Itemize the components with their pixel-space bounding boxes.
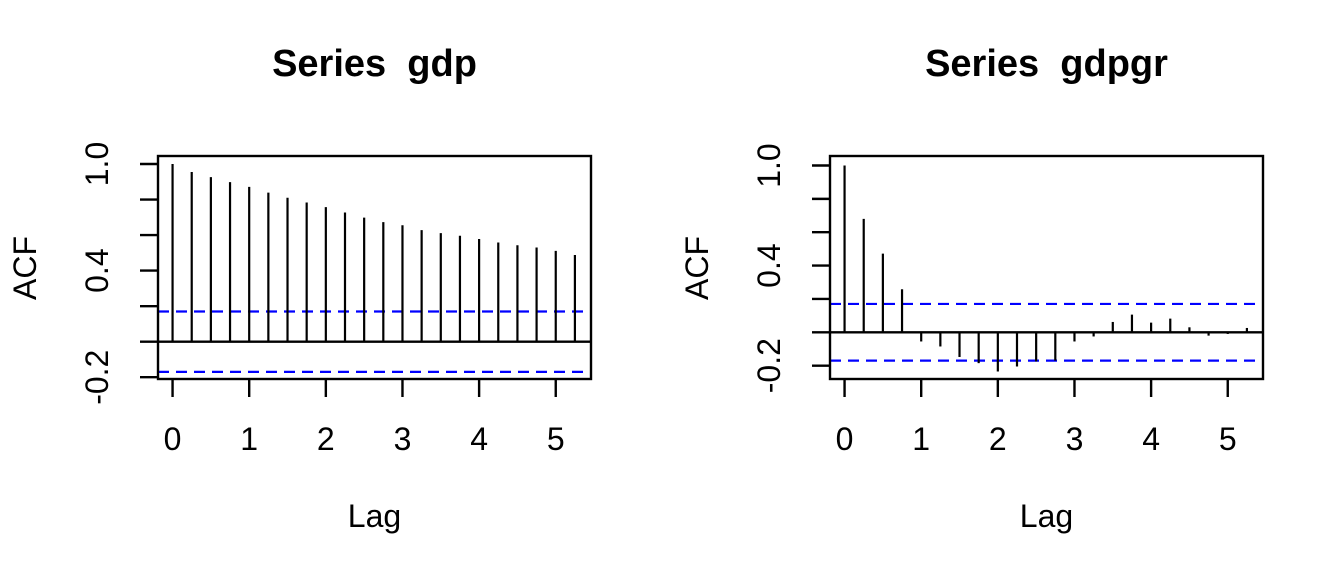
y-tick-label: 1.0	[79, 142, 115, 186]
plot-box	[156, 154, 593, 381]
x-tick-label: 1	[912, 421, 930, 457]
y-tick-label: 1.0	[751, 143, 787, 187]
x-tick-label: 0	[164, 421, 182, 457]
x-tick-label: 0	[836, 421, 854, 457]
x-tick-label: 4	[470, 421, 488, 457]
panel-series-gdp: Series gdp ACF Lag 0 1 2 3 4 5 1.0 0.4 -0.2	[7, 43, 593, 534]
y-tick-label: -0.2	[79, 350, 115, 405]
x-tick-label: 3	[394, 421, 412, 457]
plot-box	[828, 154, 1265, 381]
x-tick-label: 3	[1066, 421, 1084, 457]
acf-bars	[171, 163, 577, 342]
x-axis-tick-labels: 0 1 2 3 4 5	[164, 421, 565, 457]
y-axis-ticks	[140, 162, 158, 379]
x-axis-label-lag: Lag	[347, 498, 402, 534]
y-axis-tick-labels: 1.0 0.4 -0.2	[79, 142, 115, 405]
acf-bars	[843, 165, 1249, 372]
y-axis-ticks	[812, 164, 830, 367]
x-axis-ticks	[843, 379, 1229, 397]
chart-title-gdp: Series gdp	[272, 43, 477, 85]
x-axis-label-lag: Lag	[1019, 498, 1074, 534]
x-tick-label: 5	[1219, 421, 1237, 457]
x-tick-label: 1	[240, 421, 258, 457]
x-tick-label: 2	[989, 421, 1007, 457]
y-tick-label: -0.2	[751, 338, 787, 393]
y-tick-label: 0.4	[751, 243, 787, 287]
y-tick-label: 0.4	[79, 248, 115, 292]
x-tick-label: 2	[317, 421, 335, 457]
chart-title-gdpgr: Series gdpgr	[925, 43, 1168, 85]
x-axis-tick-labels: 0 1 2 3 4 5	[836, 421, 1237, 457]
acf-plot-gdpgr: 0 1 2 3 4 5 1.0 0.4 -0.2	[751, 143, 1265, 457]
acf-plot-gdp: 0 1 2 3 4 5 1.0 0.4 -0.2	[79, 142, 593, 457]
y-axis-tick-labels: 1.0 0.4 -0.2	[751, 143, 787, 393]
x-tick-label: 5	[547, 421, 565, 457]
x-axis-ticks	[171, 379, 557, 397]
panel-series-gdpgr: Series gdpgr ACF Lag 0 1 2 3 4 5 1.0 0.4 -0.2	[672, 0, 1344, 576]
x-tick-label: 4	[1142, 421, 1160, 457]
